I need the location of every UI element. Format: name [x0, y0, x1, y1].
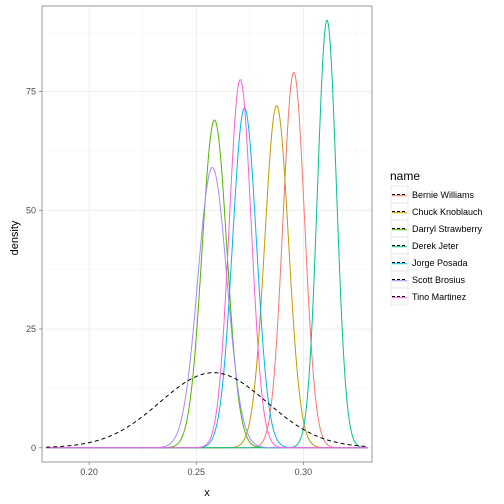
minor-gridlines: [42, 6, 372, 462]
x-axis-title: x: [204, 487, 210, 499]
density-curve-tino-martinez: [46, 78, 368, 449]
y-tick-label: 25: [26, 324, 36, 334]
legend-label: Scott Brosius: [412, 275, 466, 285]
legend-label: Derek Jeter: [412, 241, 459, 251]
panel-background: [42, 6, 372, 462]
x-tick-label: 0.25: [188, 467, 206, 477]
legend-title: name: [390, 169, 420, 183]
x-tick-label: 0.20: [80, 467, 98, 477]
x-axis: 0.20 0.25 0.30: [80, 462, 312, 477]
panel-border: [41, 5, 373, 463]
y-axis: 0 25 50 75: [26, 87, 42, 453]
y-tick-label: 75: [26, 87, 36, 97]
legend-label: Darryl Strawberry: [412, 224, 483, 234]
legend-label: Tino Martinez: [412, 292, 467, 302]
plot-panel: [41, 5, 373, 463]
reference-density-curve: [46, 372, 368, 448]
y-tick-label: 0: [31, 443, 36, 453]
y-tick-label: 50: [26, 205, 36, 215]
legend-label: Jorge Posada: [412, 258, 468, 268]
density-curves: [46, 19, 368, 449]
y-axis-title: density: [9, 220, 21, 255]
legend-label: Chuck Knoblauch: [412, 207, 483, 217]
x-tick-label: 0.30: [295, 467, 313, 477]
legend-label: Bernie Williams: [412, 190, 475, 200]
legend-items: Bernie Williams Chuck Knoblauch Darryl Str…: [390, 185, 483, 306]
legend: name Bernie Williams Chuck Knoblauch Darry…: [390, 169, 483, 306]
